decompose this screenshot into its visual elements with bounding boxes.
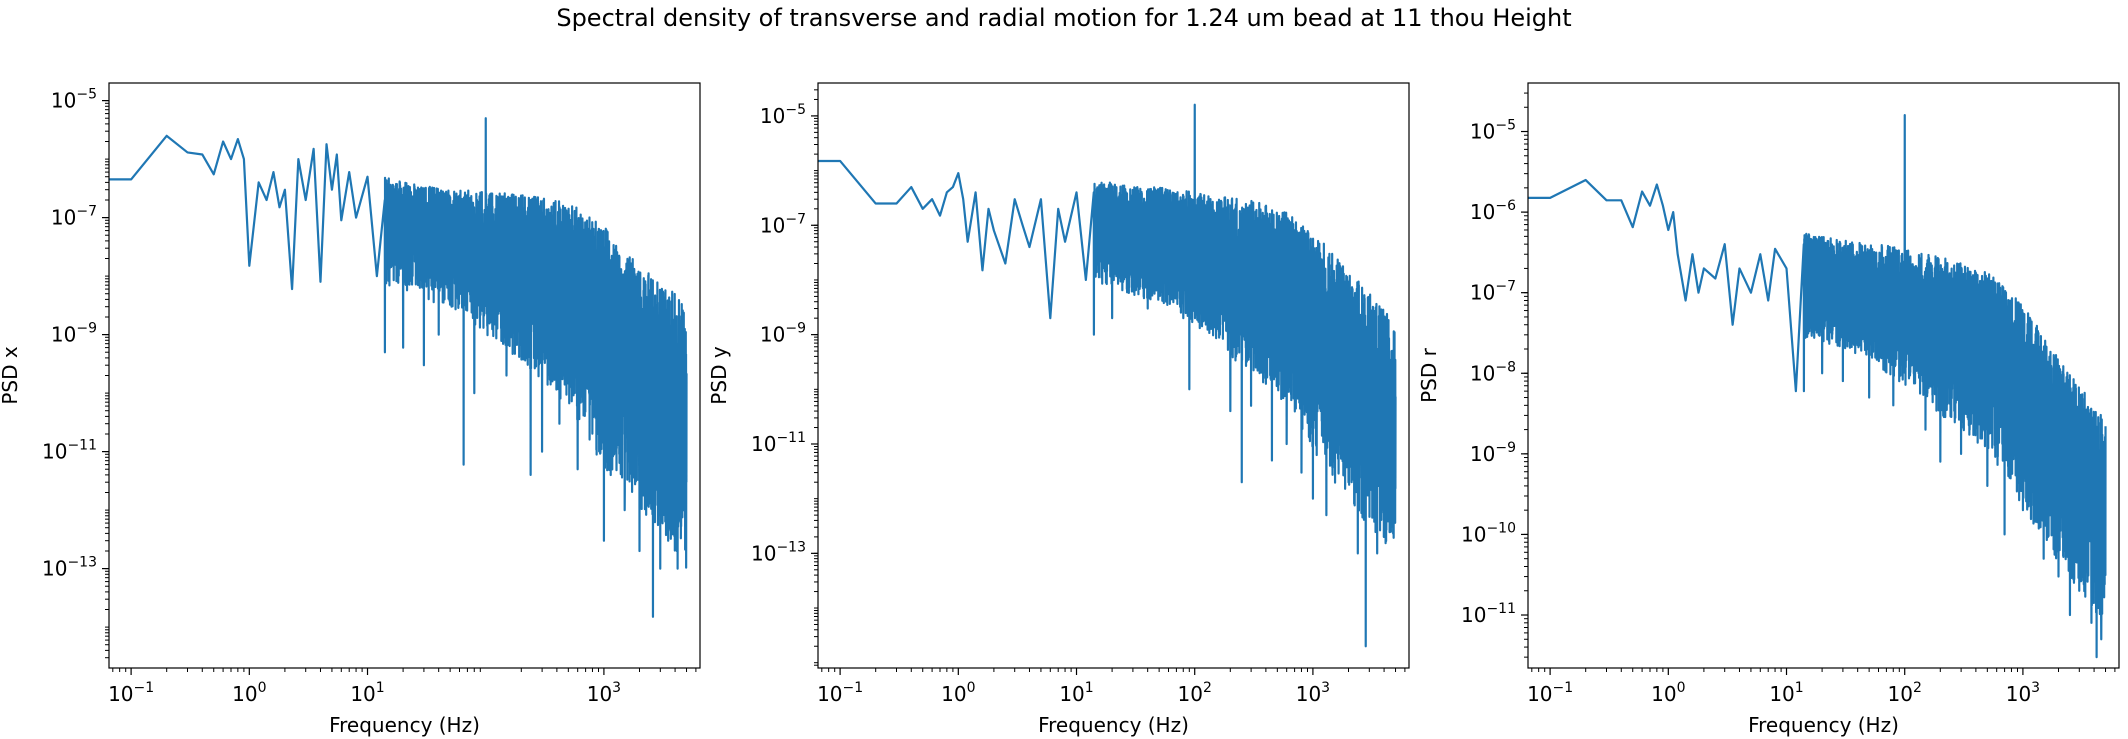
figure-title: Spectral density of transverse and radia… [556, 4, 1572, 32]
x-tick-label: 10−1 [108, 680, 154, 706]
x-tick-label: 102 [1888, 680, 1922, 706]
y-tick-label: 10−5 [760, 102, 806, 128]
x-tick-label: 100 [1651, 680, 1685, 706]
x-tick-label: 100 [941, 680, 975, 706]
y-tick-label: 10−11 [42, 438, 97, 464]
y-tick-label: 10−8 [1470, 359, 1516, 385]
panel-2: 10−1 100 101 102 103 10−13 10−11 10−9 10−7 10−5 Fr… [707, 82, 1410, 737]
y-tick-label: 10−9 [760, 321, 806, 347]
y-tick-label: 10−5 [1470, 118, 1516, 144]
x-tick-label: 103 [1296, 680, 1330, 706]
y-tick-label: 10−11 [751, 430, 806, 456]
y-tick-label: 10−13 [751, 539, 806, 565]
x-tick-label: 103 [587, 680, 621, 706]
x-tick-label: 103 [2006, 680, 2040, 706]
y-tick-label: 10−7 [760, 211, 806, 237]
x-tick-label: 10−1 [1527, 680, 1573, 706]
x-tick-label: 101 [1059, 680, 1093, 706]
series-line-1 [109, 117, 688, 618]
y-tick-label: 10−5 [51, 87, 97, 113]
x-tick-label: 102 [1178, 680, 1212, 706]
y-tick-label: 10−6 [1470, 198, 1516, 224]
y-tick-label: 10−11 [1461, 601, 1516, 627]
y-axis-label: PSD x [0, 346, 22, 405]
y-tick-label: 10−10 [1461, 520, 1516, 546]
y-tick-label: 10−7 [51, 204, 97, 230]
x-tick-label: 101 [1769, 680, 1803, 706]
x-axis-label: Frequency (Hz) [329, 713, 480, 737]
x-axis-label: Frequency (Hz) [1038, 713, 1189, 737]
y-axis-label: PSD r [1417, 347, 1441, 403]
panel-3: 10−1 100 101 102 103 10−11 10−10 10−9 10−8 10−7 10… [1417, 82, 2120, 737]
y-tick-label: 10−9 [1470, 440, 1516, 466]
series-line-2 [818, 103, 1397, 648]
series-line-3 [1528, 113, 2107, 659]
y-tick-label: 10−7 [1470, 279, 1516, 305]
x-axis-label: Frequency (Hz) [1748, 713, 1899, 737]
x-tick-label: 100 [232, 680, 266, 706]
axes-frame [1527, 82, 2120, 669]
x-tick-label: 10−1 [817, 680, 863, 706]
axes-frame [817, 82, 1410, 669]
y-axis-label: PSD y [707, 346, 731, 405]
x-tick-label: 101 [350, 680, 384, 706]
y-tick-label: 10−9 [51, 321, 97, 347]
panel-1: 10−1 100 101 103 10−13 10−11 10−9 10−7 10−5 Frequ… [0, 82, 701, 737]
y-tick-label: 10−13 [42, 555, 97, 581]
